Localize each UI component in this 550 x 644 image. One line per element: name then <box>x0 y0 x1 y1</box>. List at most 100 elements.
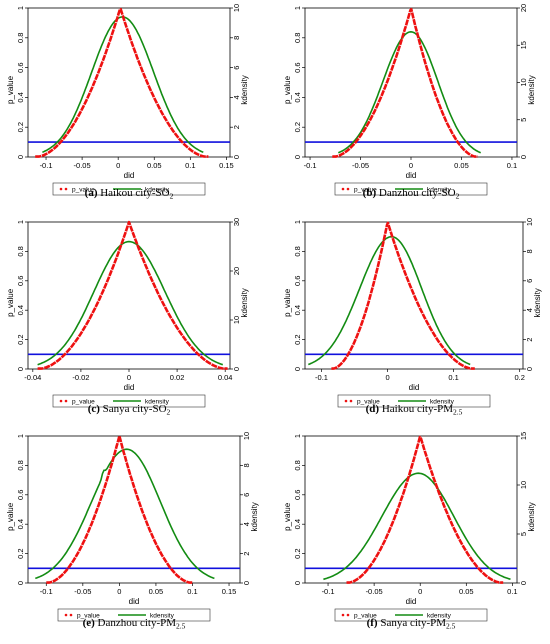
y-left-tick-label: 0.2 <box>16 548 25 558</box>
plot-frame <box>304 7 518 158</box>
y-left-tick-label: 0.4 <box>293 305 302 315</box>
y-left-tick-label: 0 <box>16 581 25 585</box>
x-tick-label: -0.05 <box>74 587 91 596</box>
legend-p_value-label: p_value <box>72 187 95 194</box>
y-right-axis-label: kdensity <box>240 75 249 104</box>
x-tick-label: 0 <box>418 587 422 596</box>
legend-p_value-marker <box>344 399 348 403</box>
legend-p_value-marker <box>346 613 350 617</box>
x-tick-label: -0.1 <box>40 161 53 170</box>
y-right-tick-label: 5 <box>519 532 528 536</box>
y-right-tick-label: 10 <box>519 481 528 489</box>
legend-kdensity-label: kdensity <box>427 187 452 194</box>
y-left-tick-label: 0.6 <box>16 276 25 286</box>
y-left-tick-label: 0.4 <box>16 92 25 102</box>
p_value-series-line <box>34 7 209 158</box>
y-right-tick-label: 20 <box>232 267 241 275</box>
kdensity-series-line <box>35 448 215 580</box>
y-right-axis-label: kdensity <box>250 502 259 531</box>
caption-text: Sanya city-PM <box>378 617 447 629</box>
y-left-axis-label: p_value <box>6 502 15 531</box>
x-tick-label: -0.04 <box>24 373 41 382</box>
x-tick-label: 0 <box>127 373 131 382</box>
x-axis-label: did <box>124 171 135 180</box>
x-tick-label: 0.2 <box>514 373 524 382</box>
y-left-tick-label: 0 <box>16 155 25 159</box>
y-right-axis-label: kdensity <box>527 502 536 531</box>
caption-letter: (b) <box>363 187 377 199</box>
plot-frame <box>27 7 231 158</box>
y-left-tick-label: 0 <box>16 367 25 371</box>
y-left-tick-label: 0 <box>293 581 302 585</box>
y-right-tick-label: 5 <box>519 118 528 122</box>
legend-kdensity-label: kdensity <box>150 613 175 620</box>
x-tick-label: 0.1 <box>507 587 517 596</box>
panel-caption: (a) Haikou city-SO2 <box>85 187 174 201</box>
y-right-tick-label: 10 <box>232 316 241 324</box>
legend-p_value-marker <box>64 613 68 617</box>
y-right-tick-label: 15 <box>519 41 528 49</box>
y-left-tick-label: 0 <box>293 367 302 371</box>
x-tick-label: -0.05 <box>74 161 91 170</box>
legend-p_value-marker <box>59 399 63 403</box>
y-left-tick-label: 0.2 <box>16 334 25 344</box>
y-right-axis-label: kdensity <box>533 288 542 317</box>
legend-p_value-label: p_value <box>72 399 95 406</box>
legend-p_value-label: p_value <box>357 399 380 406</box>
y-left-tick-label: 1 <box>293 6 302 10</box>
caption-text: Haikou city-SO <box>97 187 169 199</box>
legend-kdensity-label: kdensity <box>427 613 452 620</box>
x-axis-label: did <box>406 597 417 606</box>
y-left-tick-label: 0.6 <box>293 490 302 500</box>
y-right-tick-label: 0 <box>525 367 534 371</box>
y-left-tick-label: 1 <box>16 6 25 10</box>
legend-p_value-label: p_value <box>354 187 377 194</box>
caption-text: Sanya city-SO <box>100 403 167 415</box>
x-tick-label: -0.05 <box>352 161 369 170</box>
plot-frame <box>27 221 231 370</box>
legend-p_value-marker <box>64 187 68 191</box>
y-left-tick-label: 0.2 <box>293 334 302 344</box>
y-right-axis-label: kdensity <box>240 288 249 317</box>
x-tick-label: -0.02 <box>72 373 89 382</box>
panel-caption: (b) Danzhou city-SO2 <box>363 187 460 201</box>
y-left-tick-label: 1 <box>293 434 302 438</box>
legend-p_value-label: p_value <box>354 613 377 620</box>
x-tick-label: 0.02 <box>170 373 185 382</box>
y-right-tick-label: 10 <box>525 218 534 226</box>
x-tick-label: 0.1 <box>507 161 517 170</box>
kdensity-series-line <box>37 240 224 366</box>
x-tick-label: 0.05 <box>147 161 162 170</box>
p_value-series-line <box>37 220 228 370</box>
plot-frame <box>304 435 518 584</box>
legend-kdensity-label: kdensity <box>430 399 455 406</box>
legend-p_value-marker <box>59 187 63 191</box>
x-tick-label: 0 <box>116 161 120 170</box>
y-left-tick-label: 1 <box>16 434 25 438</box>
y-right-tick-label: 4 <box>232 95 241 99</box>
legend-kdensity-label: kdensity <box>145 187 170 194</box>
caption-subscript: 2 <box>170 192 174 201</box>
x-tick-label: 0.1 <box>185 161 195 170</box>
y-left-tick-label: 0 <box>293 155 302 159</box>
y-right-tick-label: 30 <box>232 218 241 226</box>
x-tick-label: 0.05 <box>149 587 164 596</box>
y-right-tick-label: 10 <box>242 432 251 440</box>
x-tick-label: 0.05 <box>454 161 469 170</box>
caption-subscript: 2.5 <box>453 408 463 417</box>
caption-text: Haikou city-PM <box>379 403 453 415</box>
caption-letter: (e) <box>83 617 96 629</box>
y-left-tick-label: 0.2 <box>293 548 302 558</box>
y-left-axis-label: p_value <box>6 75 15 104</box>
kdensity-series-line <box>42 16 204 153</box>
y-left-tick-label: 0.6 <box>16 490 25 500</box>
y-left-tick-label: 0.8 <box>293 246 302 256</box>
kdensity-series-line <box>337 30 482 154</box>
caption-letter: (a) <box>85 187 98 199</box>
y-right-axis-label: kdensity <box>527 75 536 104</box>
y-right-tick-label: 2 <box>525 338 534 342</box>
p_value-series-line <box>331 8 479 158</box>
